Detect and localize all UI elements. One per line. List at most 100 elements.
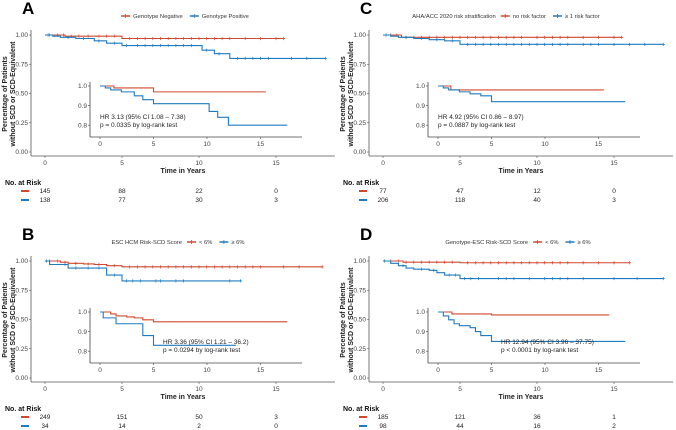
censor-mark [520, 261, 524, 265]
censor-mark [228, 36, 232, 41]
censor-mark [520, 42, 524, 46]
censor-mark [581, 35, 585, 39]
censor-mark [463, 276, 467, 281]
censor-mark [61, 33, 66, 37]
censor-mark [166, 265, 170, 269]
censor-mark [512, 42, 516, 46]
censor-mark [581, 261, 585, 265]
y-tick-label: 0.50 [353, 91, 366, 98]
censor-mark [469, 276, 473, 281]
legend-title: AHA/ACC 2020 risk stratification [412, 14, 495, 20]
legend-label: ≥ 6% [578, 240, 591, 246]
censor-mark [259, 36, 263, 41]
y-tick-label: 0.00 [15, 375, 28, 382]
censor-mark [166, 36, 170, 41]
censor-mark [74, 266, 78, 270]
x-tick-label: 5 [458, 386, 462, 393]
censor-mark [419, 260, 424, 264]
censor-mark [512, 276, 516, 281]
censor-mark [112, 41, 116, 45]
legend-label: ≥ 1 risk factor [565, 14, 600, 20]
censor-mark [473, 261, 477, 265]
inset-x-tick-label: 5 [490, 141, 494, 148]
legend-title: Genotype-ESC Risk-SCD Score [445, 240, 528, 246]
risk-count: 36 [533, 414, 541, 421]
censor-mark [504, 261, 508, 265]
panel-label: B [22, 225, 34, 244]
censor-mark [143, 36, 147, 41]
censor-mark [135, 265, 139, 269]
censor-mark [238, 279, 243, 283]
censor-mark [197, 265, 201, 269]
x-tick-label: 10 [533, 160, 541, 167]
censor-mark [274, 36, 278, 41]
censor-mark [496, 42, 501, 46]
legend-label: < 6% [545, 240, 558, 246]
censor-mark [305, 56, 309, 60]
panel-c: C AHA/ACC 2020 risk stratification no risk… [340, 0, 673, 204]
censor-mark [251, 265, 255, 269]
censor-mark [476, 276, 481, 281]
y-axis-title-line2: without SCD or SCD-Equivalent [348, 267, 355, 374]
censor-mark [489, 42, 493, 46]
censor-mark [86, 266, 90, 270]
x-tick-label: 0 [381, 386, 385, 393]
inset-y-tick-label: 0.9 [416, 329, 425, 336]
censor-mark [496, 276, 501, 281]
risk-count: 12 [533, 188, 541, 195]
y-axis-title-line2: without SCD or SCD-Equivalent [348, 41, 355, 148]
risk-count: 138 [40, 197, 51, 204]
censor-mark [81, 36, 86, 41]
censor-mark [432, 268, 436, 272]
censor-mark [297, 265, 301, 269]
x-axis-title: Time in Years [499, 394, 544, 401]
censor-mark [74, 261, 78, 265]
p-value-text: p = 0.0294 by log-rank test [163, 347, 240, 354]
risk-count: 14 [118, 423, 126, 430]
censor-mark [527, 261, 531, 265]
hazard-ratio-text: HR 4.92 (95% CI 0.86 – 8.97) [438, 114, 524, 121]
censor-mark [558, 35, 562, 39]
x-axis-title: Time in Years [161, 394, 206, 401]
inset-y-tick-label: 0.8 [78, 348, 87, 355]
inset-x-tick-label: 0 [436, 141, 440, 148]
censor-mark [55, 259, 59, 263]
censor-mark [450, 39, 454, 43]
legend-label: < 6% [199, 240, 212, 246]
inset-km-curve [438, 311, 626, 342]
risk-count: 0 [612, 188, 616, 195]
inset-y-tick-label: 1.0 [78, 309, 87, 316]
risk-count: 151 [117, 414, 128, 421]
censor-mark [182, 265, 186, 269]
censor-mark [612, 276, 616, 281]
censor-mark [597, 261, 601, 265]
censor-mark [581, 276, 585, 281]
censor-mark [182, 36, 186, 41]
censor-mark [643, 42, 647, 46]
inset-x-tick-label: 5 [152, 367, 156, 374]
legend-label: Genotype Negative [133, 14, 183, 20]
x-tick-label: 15 [272, 386, 280, 393]
risk-table-header: No. at Risk [343, 406, 379, 413]
censor-mark [612, 42, 616, 46]
censor-mark [661, 276, 665, 281]
censor-mark [138, 279, 143, 283]
panel-label: C [360, 0, 372, 18]
x-axis-title: Time in Years [499, 168, 544, 175]
censor-mark [205, 36, 209, 41]
censor-mark [566, 42, 570, 46]
censor-mark [174, 43, 178, 48]
inset-x-tick-label: 0 [98, 367, 102, 374]
censor-mark [535, 42, 539, 46]
censor-mark [661, 42, 665, 46]
y-tick-label: 0.00 [15, 149, 28, 156]
y-tick-label: 0.25 [15, 346, 28, 353]
censor-mark [489, 35, 493, 39]
censor-mark [282, 36, 286, 41]
censor-mark [182, 43, 186, 48]
x-tick-label: 15 [610, 160, 618, 167]
censor-mark [550, 276, 554, 281]
censor-mark [412, 260, 416, 264]
censor-mark [174, 36, 178, 41]
censor-mark [154, 279, 158, 283]
